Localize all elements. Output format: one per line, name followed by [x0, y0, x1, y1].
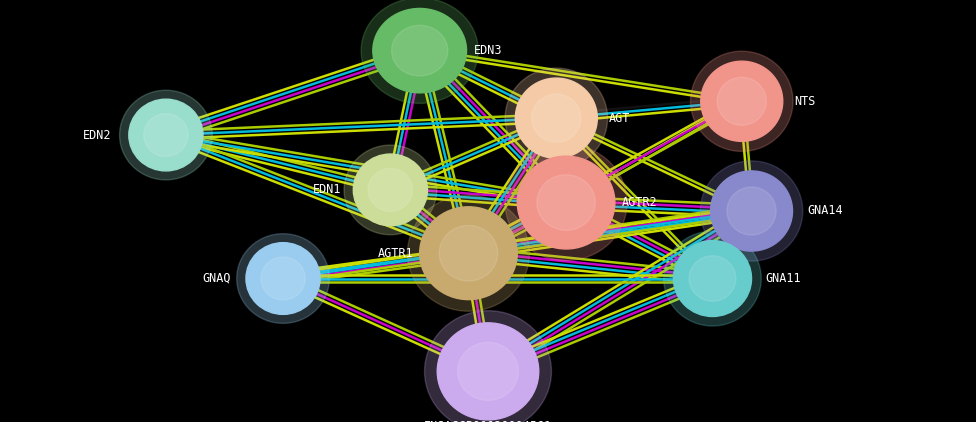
Ellipse shape	[506, 68, 607, 168]
Ellipse shape	[515, 78, 597, 158]
Ellipse shape	[246, 243, 320, 314]
Ellipse shape	[345, 145, 437, 235]
Ellipse shape	[506, 144, 627, 260]
Text: AGT: AGT	[609, 112, 630, 124]
Text: AGTR2: AGTR2	[622, 196, 657, 209]
Text: EDN1: EDN1	[312, 184, 342, 196]
Text: NTS: NTS	[794, 95, 816, 108]
Ellipse shape	[458, 342, 518, 400]
Ellipse shape	[701, 61, 783, 141]
Text: EDN3: EDN3	[473, 44, 503, 57]
Text: AGTR1: AGTR1	[378, 247, 413, 260]
Ellipse shape	[261, 257, 305, 300]
Ellipse shape	[236, 234, 329, 323]
Ellipse shape	[532, 94, 581, 142]
Ellipse shape	[361, 0, 478, 103]
Text: EDN2: EDN2	[83, 129, 112, 141]
Ellipse shape	[691, 51, 793, 151]
Ellipse shape	[537, 175, 595, 230]
Ellipse shape	[353, 154, 427, 226]
Ellipse shape	[420, 207, 517, 300]
Ellipse shape	[711, 171, 793, 251]
Ellipse shape	[129, 99, 203, 171]
Ellipse shape	[373, 8, 467, 93]
Ellipse shape	[143, 114, 188, 157]
Ellipse shape	[727, 187, 776, 235]
Ellipse shape	[717, 77, 766, 125]
Ellipse shape	[664, 231, 761, 326]
Ellipse shape	[689, 256, 736, 301]
Ellipse shape	[391, 25, 448, 76]
Ellipse shape	[517, 156, 615, 249]
Text: GNA14: GNA14	[807, 205, 842, 217]
Ellipse shape	[701, 161, 803, 261]
Ellipse shape	[437, 323, 539, 420]
Ellipse shape	[425, 311, 551, 422]
Ellipse shape	[408, 195, 530, 311]
Text: GNA11: GNA11	[765, 272, 800, 285]
Ellipse shape	[439, 225, 498, 281]
Ellipse shape	[673, 241, 752, 316]
Ellipse shape	[368, 168, 413, 211]
Text: ENSACCP00020004561: ENSACCP00020004561	[424, 420, 552, 422]
Text: GNAQ: GNAQ	[202, 272, 231, 285]
Ellipse shape	[120, 90, 213, 180]
